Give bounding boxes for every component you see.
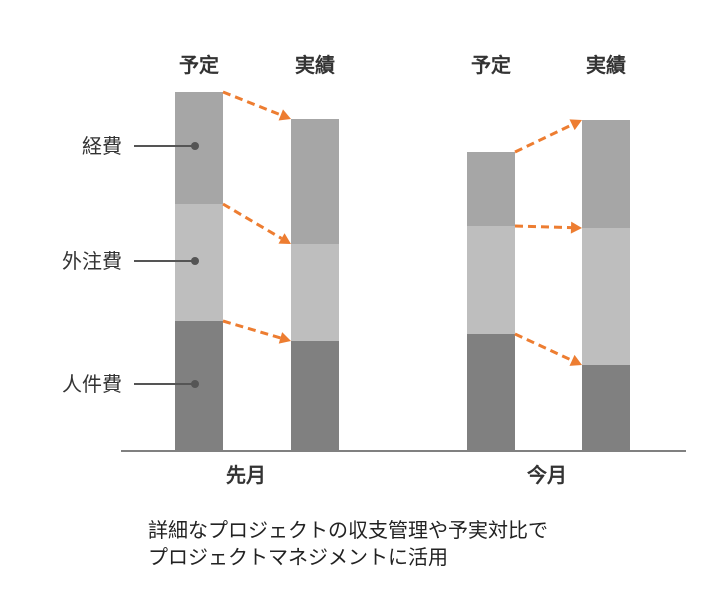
bar-segment-1-0-2 xyxy=(467,152,515,226)
connector-arrow-0-2 xyxy=(222,90,282,117)
legend-dot-2 xyxy=(191,142,199,150)
connector-arrowhead-0-1 xyxy=(278,233,291,244)
connector-arrow-1-2 xyxy=(514,123,573,154)
legend-label-2: 経費 xyxy=(82,134,122,158)
bars-layer xyxy=(175,92,630,451)
legend-dot-1 xyxy=(191,257,199,265)
connector-arrow-0-1 xyxy=(222,202,283,240)
group-label-1: 今月 xyxy=(527,463,567,487)
bar-label-0-0: 予定 xyxy=(179,53,219,77)
connector-arrowhead-0-0 xyxy=(278,332,291,344)
caption-line-1: 詳細なプロジェクトの収支管理や予実対比で xyxy=(148,518,548,542)
caption-line-2: プロジェクトマネジメントに活用 xyxy=(148,545,448,569)
connector-arrowhead-1-1 xyxy=(570,221,582,234)
bar-label-1-1: 実績 xyxy=(586,53,626,77)
caption: 詳細なプロジェクトの収支管理や予実対比で プロジェクトマネジメントに活用 xyxy=(148,517,548,571)
bar-label-1-0: 予定 xyxy=(471,53,511,77)
bar-segment-0-0-1 xyxy=(175,204,223,321)
bar-label-0-1: 実績 xyxy=(295,53,335,77)
connector-arrowhead-1-2 xyxy=(569,119,582,131)
bar-segment-1-1-2 xyxy=(582,120,630,228)
bar-segment-0-1-2 xyxy=(291,119,339,244)
bar-segment-1-0-1 xyxy=(467,226,515,334)
connector-arrowhead-0-2 xyxy=(278,109,291,121)
legend-dot-0 xyxy=(191,380,199,388)
bar-segment-1-1-1 xyxy=(582,228,630,365)
legend-label-1: 外注費 xyxy=(62,249,122,273)
bar-segment-0-1-0 xyxy=(291,341,339,451)
bar-segment-0-0-2 xyxy=(175,92,223,204)
connector-arrowhead-1-0 xyxy=(569,354,582,366)
bar-segment-0-1-1 xyxy=(291,244,339,341)
connector-arrow-1-1 xyxy=(514,224,572,230)
legend-label-0: 人件費 xyxy=(62,372,122,396)
group-label-0: 先月 xyxy=(226,463,266,487)
connector-arrow-1-0 xyxy=(514,332,573,362)
connector-arrows-layer xyxy=(222,90,582,366)
bar-segment-1-0-0 xyxy=(467,334,515,451)
legend-layer: 人件費 外注費 経費 xyxy=(62,134,199,396)
connector-arrow-0-0 xyxy=(222,319,281,340)
bar-segment-0-0-0 xyxy=(175,321,223,451)
bar-segment-1-1-0 xyxy=(582,365,630,451)
